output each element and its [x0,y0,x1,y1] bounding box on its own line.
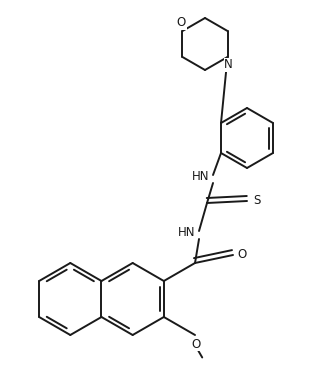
Text: HN: HN [178,227,196,239]
Text: HN: HN [192,170,210,184]
Text: N: N [224,58,233,72]
Text: O: O [238,249,247,261]
Text: S: S [253,195,261,207]
Text: O: O [177,16,186,30]
Text: O: O [191,338,201,350]
